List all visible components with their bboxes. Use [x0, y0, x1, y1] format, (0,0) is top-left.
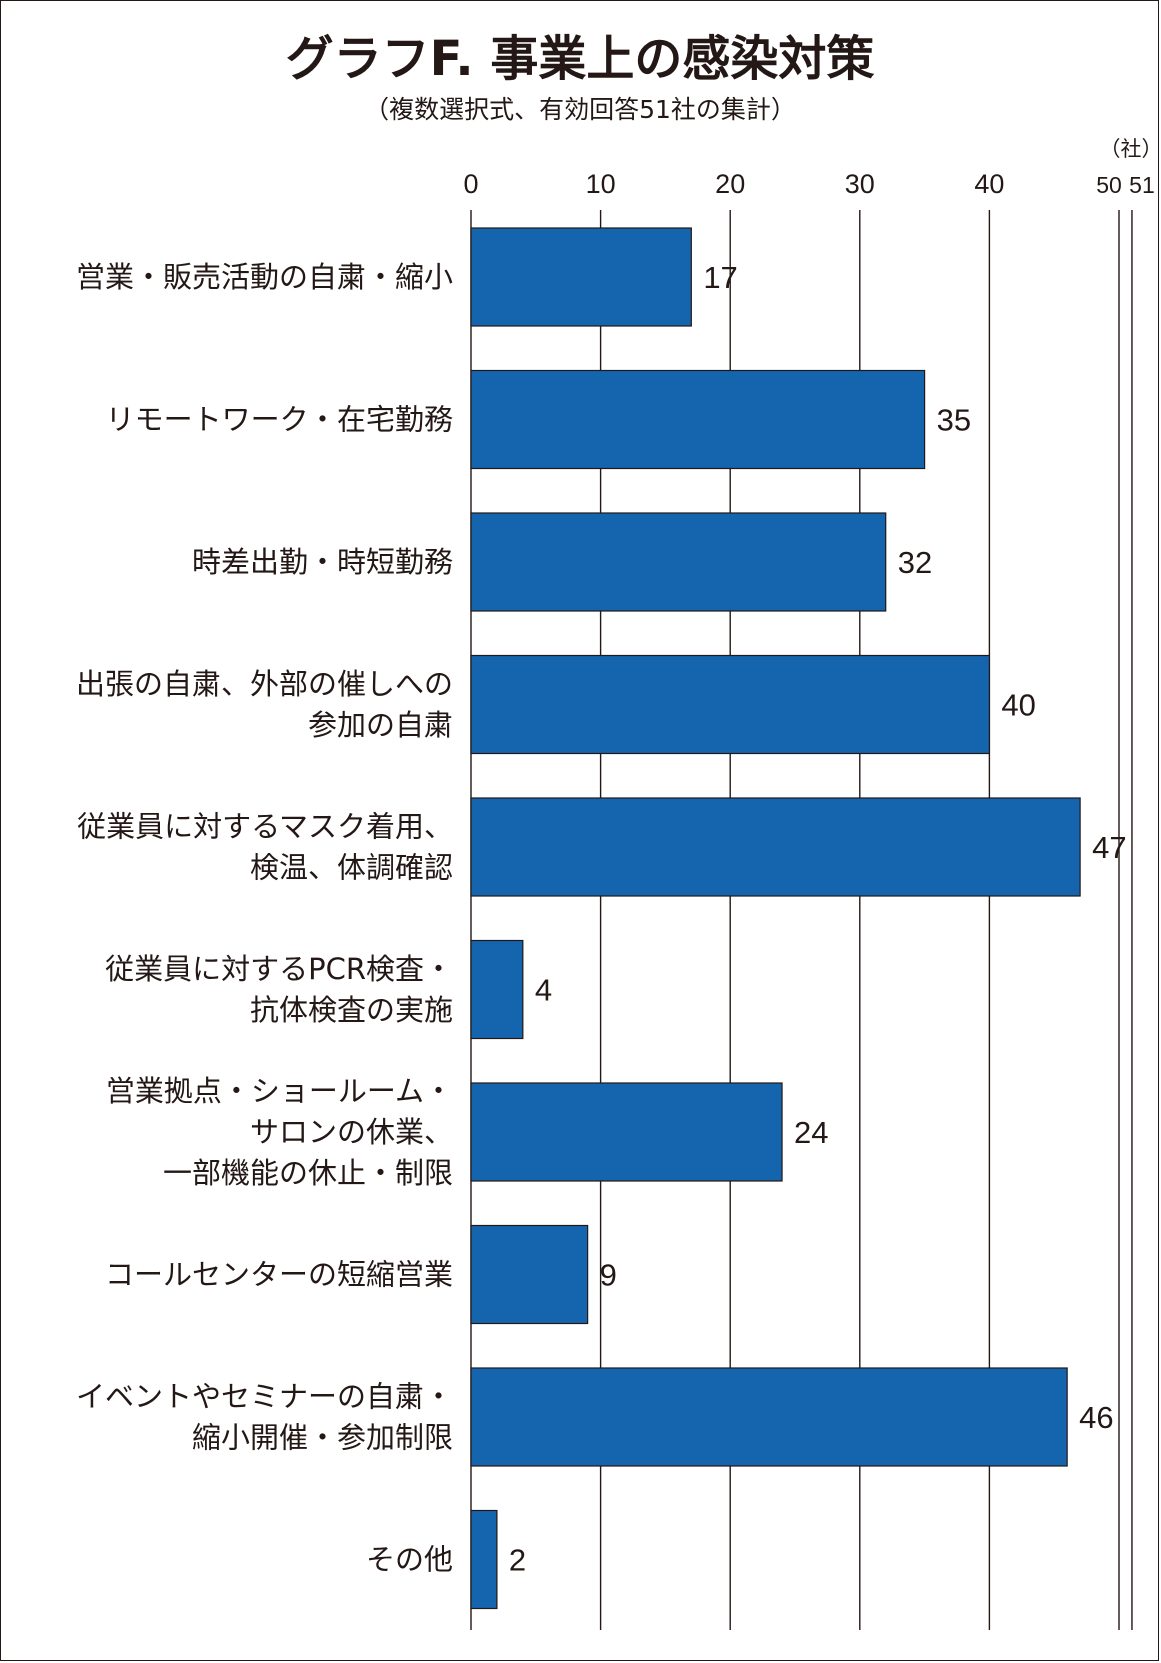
value-labels: 17 35 32 40 47 4 24 9 46 2	[509, 260, 1127, 1578]
category-label-3-line-1: 参加の自粛	[308, 708, 453, 742]
x-tick-label-50: 50	[1096, 172, 1122, 198]
category-label-8-line-0: イベントやセミナーの自粛・	[76, 1380, 453, 1414]
bar-6	[470, 1082, 783, 1182]
value-label-3: 40	[1001, 688, 1035, 723]
value-label-0: 17	[703, 260, 737, 295]
value-label-7: 9	[600, 1258, 617, 1293]
x-tick-label-10: 10	[586, 169, 616, 199]
x-tick-label-0: 0	[463, 169, 478, 199]
value-label-1: 35	[937, 403, 971, 438]
value-label-9: 2	[509, 1543, 526, 1578]
bars	[470, 227, 1081, 1610]
chart-title: グラフF. 事業上の感染対策	[286, 31, 875, 87]
category-label-6-line-0: 営業拠点・ショールーム・	[106, 1074, 453, 1108]
bar-1	[470, 369, 926, 470]
category-label-2: 時差出勤・時短勤務	[192, 545, 453, 579]
value-label-6: 24	[794, 1115, 828, 1150]
x-axis-ticks: 0 10 20 30 40 50 51	[463, 169, 1154, 199]
bar-8	[470, 1367, 1068, 1467]
value-label-5: 4	[535, 973, 552, 1008]
x-tick-label-30: 30	[845, 169, 875, 199]
category-label-8-line-1: 縮小開催・参加制限	[192, 1421, 453, 1455]
category-label-1: リモートワーク・在宅勤務	[106, 403, 453, 437]
category-label-6-line-1: サロンの休業、	[250, 1115, 453, 1149]
chart-subtitle: （複数選択式、有効回答51社の集計）	[364, 95, 796, 124]
value-label-4: 47	[1092, 830, 1126, 865]
category-label-4-line-0: 従業員に対するマスク着用、	[77, 810, 453, 844]
value-label-8: 46	[1079, 1400, 1113, 1435]
category-label-6-line-2: 一部機能の休止・制限	[163, 1156, 453, 1190]
category-label-5-line-1: 抗体検査の実施	[250, 993, 453, 1027]
category-label-5-line-0: 従業員に対するPCR検査・	[105, 952, 453, 986]
x-tick-label-20: 20	[715, 169, 745, 199]
bar-9	[470, 1509, 498, 1610]
category-label-3-line-0: 出張の自粛、外部の催しへの	[76, 667, 453, 701]
category-label-9: その他	[366, 1543, 453, 1577]
x-tick-label-40: 40	[974, 169, 1004, 199]
value-label-2: 32	[898, 545, 932, 580]
unit-label: （社）	[1100, 137, 1161, 161]
bar-4	[470, 797, 1081, 897]
bar-5	[470, 939, 524, 1040]
category-label-4-line-1: 検温、体調確認	[250, 851, 453, 885]
category-label-0: 営業・販売活動の自粛・縮小	[76, 260, 453, 294]
bar-2	[470, 512, 887, 612]
bar-0	[470, 227, 692, 327]
x-tick-label-51: 51	[1129, 172, 1155, 198]
category-labels: 営業・販売活動の自粛・縮小リモートワーク・在宅勤務時差出勤・時短勤務出張の自粛、…	[76, 260, 453, 1577]
category-label-7: コールセンターの短縮営業	[105, 1258, 453, 1292]
bar-3	[470, 654, 991, 755]
bar-7	[470, 1224, 589, 1325]
